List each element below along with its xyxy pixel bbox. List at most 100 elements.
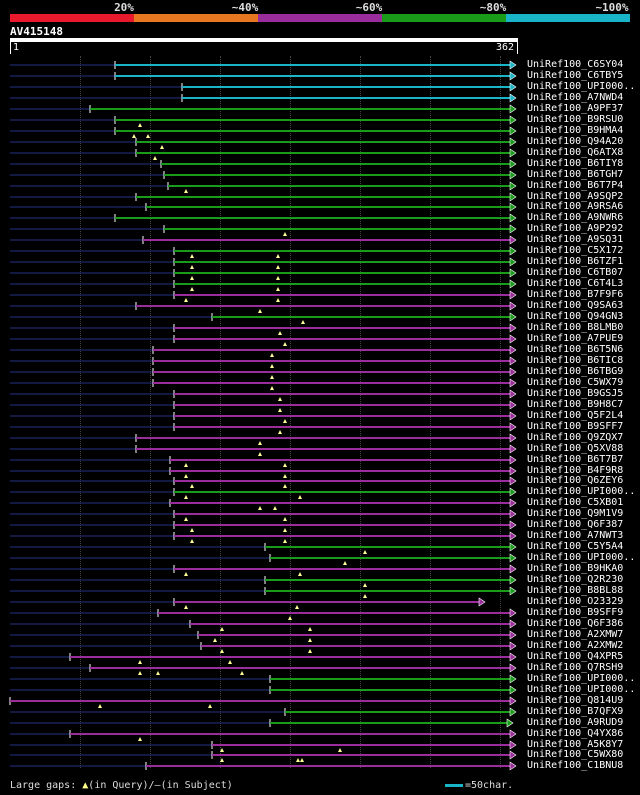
query-gap-marker bbox=[184, 463, 188, 467]
query-gap-marker bbox=[298, 572, 302, 576]
hit-label[interactable]: UniRef100_C6TBY5 bbox=[527, 70, 624, 81]
hit-label[interactable]: UniRef100_Q6ZEY6 bbox=[527, 475, 624, 486]
hit-arrow-icon bbox=[509, 411, 517, 421]
hit-label[interactable]: UniRef100_UPI000.. bbox=[527, 673, 636, 684]
hit-arrow-icon bbox=[509, 455, 517, 465]
query-gap-marker bbox=[295, 605, 299, 609]
scale-legend: =50char. bbox=[445, 780, 513, 791]
hit-label[interactable]: UniRef100_C5X172 bbox=[527, 245, 624, 256]
hit-label[interactable]: UniRef100_A9RUD9 bbox=[527, 717, 624, 728]
hit-label[interactable]: UniRef100_Q4XPR5 bbox=[527, 651, 624, 662]
hit-label[interactable]: UniRef100_A7NWD4 bbox=[527, 92, 624, 103]
hit-label[interactable]: UniRef100_A2XMW7 bbox=[527, 629, 624, 640]
hit-label[interactable]: UniRef100_B6T5N6 bbox=[527, 344, 624, 355]
hit-label[interactable]: UniRef100_A9SQP2 bbox=[527, 191, 624, 202]
hit-label[interactable]: UniRef100_C5WX80 bbox=[527, 749, 624, 760]
hit-arrow-icon bbox=[509, 586, 517, 596]
hit-label[interactable]: UniRef100_C1BNU8 bbox=[527, 760, 624, 771]
hit-label[interactable]: UniRef100_A9RSA6 bbox=[527, 201, 624, 212]
hit-label[interactable]: UniRef100_B8BL88 bbox=[527, 585, 624, 596]
query-gap-marker bbox=[190, 276, 194, 280]
hit-label[interactable]: UniRef100_A9SQ31 bbox=[527, 234, 624, 245]
hit-label[interactable]: UniRef100_UPI000.. bbox=[527, 486, 636, 497]
hit-label[interactable]: UniRef100_C5WX79 bbox=[527, 377, 624, 388]
hit-label[interactable]: UniRef100_B9SFF7 bbox=[527, 421, 624, 432]
hit-label[interactable]: UniRef100_B6TGH7 bbox=[527, 169, 624, 180]
hit-label[interactable]: UniRef100_A9P292 bbox=[527, 223, 624, 234]
hit-label[interactable]: UniRef100_Q6F387 bbox=[527, 519, 624, 530]
hit-label[interactable]: UniRef100_A5K8Y7 bbox=[527, 739, 624, 750]
hit-label[interactable]: UniRef100_Q9M1V9 bbox=[527, 508, 624, 519]
hit-label[interactable]: UniRef100_Q9SA63 bbox=[527, 300, 624, 311]
hit-label[interactable]: UniRef100_B6T7B7 bbox=[527, 454, 624, 465]
hit-label[interactable]: UniRef100_Q2R230 bbox=[527, 574, 624, 585]
query-gap-marker bbox=[270, 353, 274, 357]
hit-arrow-icon bbox=[509, 433, 517, 443]
hit-label[interactable]: UniRef100_C6T4L3 bbox=[527, 278, 624, 289]
hit-arrow-icon bbox=[509, 224, 517, 234]
hit-label[interactable]: UniRef100_UPI000.. bbox=[527, 552, 636, 563]
hit-label[interactable]: UniRef100_B6TZF1 bbox=[527, 256, 624, 267]
hit-arrow-icon bbox=[509, 115, 517, 125]
hit-label[interactable]: UniRef100_A9PF37 bbox=[527, 103, 624, 114]
hit-label[interactable]: UniRef100_Q6ATX8 bbox=[527, 147, 624, 158]
hit-label[interactable]: UniRef100_C5Y5A4 bbox=[527, 541, 624, 552]
hit-label[interactable]: UniRef100_Q9ZQX7 bbox=[527, 432, 624, 443]
hit-label[interactable]: UniRef100_B9SFF9 bbox=[527, 607, 624, 618]
hit-label[interactable]: UniRef100_B9RSU0 bbox=[527, 114, 624, 125]
query-gap-marker bbox=[308, 649, 312, 653]
hit-label[interactable]: UniRef100_Q814U9 bbox=[527, 695, 624, 706]
color-segment-40 bbox=[134, 14, 258, 22]
query-gap-marker bbox=[298, 495, 302, 499]
hit-arrow-icon bbox=[509, 82, 517, 92]
hit-label[interactable]: UniRef100_B9HMA4 bbox=[527, 125, 624, 136]
hit-arrow-icon bbox=[509, 444, 517, 454]
hit-label[interactable]: UniRef100_C6TB07 bbox=[527, 267, 624, 278]
hit-label[interactable]: UniRef100_UPI000.. bbox=[527, 81, 636, 92]
hit-label[interactable]: UniRef100_B6T7P4 bbox=[527, 180, 624, 191]
hit-label[interactable]: UniRef100_A9NWR6 bbox=[527, 212, 624, 223]
hit-label[interactable]: UniRef100_Q7RSH9 bbox=[527, 662, 624, 673]
hit-label[interactable]: UniRef100_B7F9F6 bbox=[527, 289, 624, 300]
hit-label[interactable]: UniRef100_B6TBG9 bbox=[527, 366, 624, 377]
hit-arrow-icon bbox=[509, 356, 517, 366]
hit-label[interactable]: UniRef100_B9H8C7 bbox=[527, 399, 624, 410]
hit-label[interactable]: UniRef100_Q6F386 bbox=[527, 618, 624, 629]
hit-label[interactable]: UniRef100_A7NWT3 bbox=[527, 530, 624, 541]
hit-arrow-icon bbox=[509, 279, 517, 289]
large-gaps-legend: Large gaps: ▲(in Query)/–(in Subject) bbox=[10, 780, 233, 791]
hit-label[interactable]: UniRef100_Q94GN3 bbox=[527, 311, 624, 322]
hit-arrow-icon bbox=[509, 663, 517, 673]
hit-label[interactable]: UniRef100_C5XB01 bbox=[527, 497, 624, 508]
hit-label[interactable]: UniRef100_Q5F2L4 bbox=[527, 410, 624, 421]
hit-label[interactable]: UniRef100_B4F9R8 bbox=[527, 465, 624, 476]
color-segment-20 bbox=[10, 14, 134, 22]
query-gap-marker bbox=[273, 506, 277, 510]
query-gap-marker bbox=[153, 156, 157, 160]
hit-label[interactable]: UniRef100_B7QFX9 bbox=[527, 706, 624, 717]
hit-label[interactable]: UniRef100_B6TIY8 bbox=[527, 158, 624, 169]
hit-label[interactable]: UniRef100_A7PUE9 bbox=[527, 333, 624, 344]
hit-label[interactable]: UniRef100_Q5XV88 bbox=[527, 443, 624, 454]
hit-label[interactable]: UniRef100_A2XMW2 bbox=[527, 640, 624, 651]
hit-arrow-icon bbox=[509, 608, 517, 618]
hit-label[interactable]: UniRef100_B9GSJ5 bbox=[527, 388, 624, 399]
query-bar bbox=[10, 38, 518, 42]
query-gap-marker bbox=[160, 145, 164, 149]
hit-label[interactable]: UniRef100_B6TIC8 bbox=[527, 355, 624, 366]
hit-label[interactable]: UniRef100_B8LMB0 bbox=[527, 322, 624, 333]
hit-label[interactable]: UniRef100_Q4YX86 bbox=[527, 728, 624, 739]
hit-label[interactable]: UniRef100_C6SY04 bbox=[527, 59, 624, 70]
hit-arrow-icon bbox=[509, 575, 517, 585]
query-gap-marker bbox=[258, 506, 262, 510]
hit-label[interactable]: UniRef100_O23329 bbox=[527, 596, 624, 607]
query-gap-marker bbox=[184, 495, 188, 499]
hit-label[interactable]: UniRef100_B9HKA0 bbox=[527, 563, 624, 574]
hit-label[interactable]: UniRef100_Q94A20 bbox=[527, 136, 624, 147]
hit-arrow-icon bbox=[509, 685, 517, 695]
query-gap-marker bbox=[146, 134, 150, 138]
hit-arrow-icon bbox=[509, 334, 517, 344]
hit-label[interactable]: UniRef100_UPI000.. bbox=[527, 684, 636, 695]
